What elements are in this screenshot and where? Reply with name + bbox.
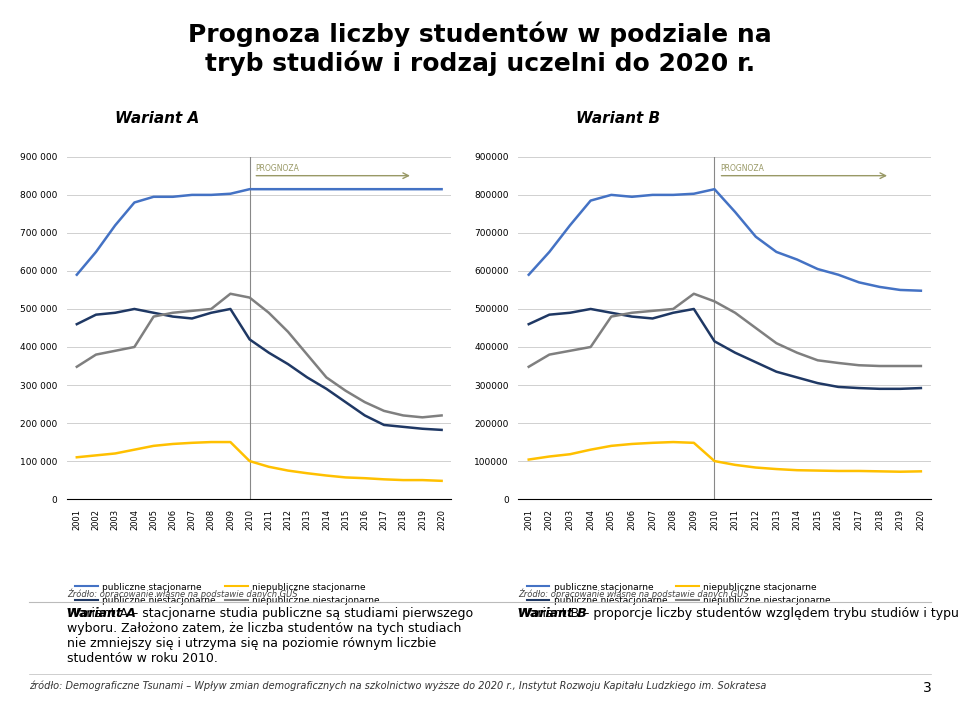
Text: Wariant B – proporcje liczby studentów względem trybu studiów i typu uczelni poz: Wariant B – proporcje liczby studentów w…	[518, 607, 960, 620]
Text: źródło: Demograficzne Tsunami – Wpływ zmian demograficznych na szkolnictwo wyższ: źródło: Demograficzne Tsunami – Wpływ zm…	[29, 681, 766, 692]
Text: 3: 3	[923, 681, 931, 695]
Text: Źródło: opracowanie własne na podstawie danych GUS: Źródło: opracowanie własne na podstawie …	[518, 588, 749, 599]
Text: Prognoza liczby studentów w podziale na
tryb studiów i rodzaj uczelni do 2020 r.: Prognoza liczby studentów w podziale na …	[188, 21, 772, 76]
Text: Wariant A: Wariant A	[67, 607, 136, 620]
Legend: publiczne stacjonarne, publiczne niestacjonarne, niepubliczne stacjonarne, niepu: publiczne stacjonarne, publiczne niestac…	[523, 579, 834, 609]
Legend: publiczne stacjonarne, publiczne niestacjonarne, niepubliczne stacjonarne, niepu: publiczne stacjonarne, publiczne niestac…	[72, 579, 383, 609]
Text: PROGNOZA: PROGNOZA	[721, 164, 764, 173]
Text: Wariant B: Wariant B	[576, 111, 660, 125]
Text: Wariant B: Wariant B	[518, 607, 588, 620]
Text: PROGNOZA: PROGNOZA	[255, 164, 300, 173]
Text: Źródło: opracowanie własne na podstawie danych GUS: Źródło: opracowanie własne na podstawie …	[67, 588, 298, 599]
Text: Wariant A – stacjonarne studia publiczne są studiami pierwszego
wyboru. Założono: Wariant A – stacjonarne studia publiczne…	[67, 607, 473, 665]
Text: Wariant A: Wariant A	[115, 111, 200, 125]
